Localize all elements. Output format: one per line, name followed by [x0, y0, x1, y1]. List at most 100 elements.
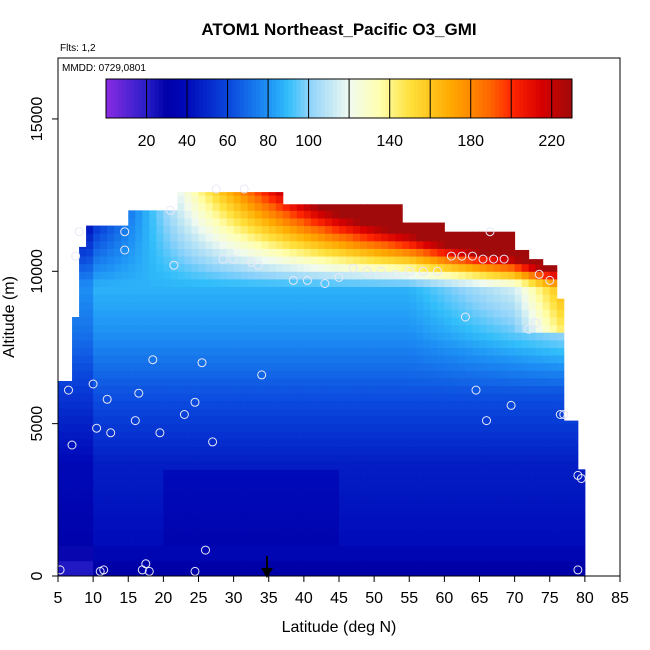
curtain-cell — [219, 286, 228, 295]
curtain-cell — [219, 507, 228, 516]
curtain-cell — [479, 309, 488, 318]
curtain-cell — [233, 545, 242, 554]
curtain-cell — [451, 515, 459, 524]
curtain-cell — [198, 278, 207, 288]
curtain-cell — [296, 469, 305, 478]
curtain-cell — [451, 263, 459, 272]
curtain-cell — [556, 298, 565, 303]
curtain-cell — [128, 332, 136, 341]
curtain-cell — [289, 408, 298, 417]
curtain-cell — [212, 192, 221, 196]
curtain-cell — [240, 286, 249, 295]
curtain-cell — [135, 324, 143, 333]
curtain-cell — [317, 286, 326, 295]
curtain-cell — [58, 530, 66, 539]
curtain-cell — [437, 416, 445, 425]
curtain-cell — [353, 393, 361, 402]
curtain-cell — [367, 347, 375, 356]
curtain-cell — [177, 530, 185, 539]
curtain-cell — [177, 537, 185, 547]
curtain-cell — [317, 530, 326, 539]
curtain-cell — [177, 324, 185, 333]
curtain-cell — [93, 522, 101, 531]
curtain-cell — [310, 301, 319, 310]
observation-point — [239, 184, 249, 194]
curtain-cell — [402, 560, 410, 569]
curtain-cell — [521, 324, 530, 333]
curtain-cell — [254, 362, 263, 371]
curtain-cell — [72, 537, 80, 547]
curtain-cell — [135, 553, 143, 562]
curtain-cell — [247, 202, 256, 211]
curtain-cell — [430, 545, 438, 554]
curtain-cell — [507, 362, 516, 371]
curtain-cell — [423, 476, 431, 486]
curtain-cell — [282, 240, 291, 249]
curtain-cell — [353, 431, 361, 440]
curtain-cell — [184, 347, 192, 356]
curtain-cell — [367, 568, 375, 577]
colorbar-segment — [215, 79, 220, 118]
curtain-cell — [437, 522, 445, 531]
curtain-cell — [563, 469, 572, 478]
curtain-cell — [233, 423, 242, 432]
curtain-cell — [114, 522, 122, 531]
curtain-cell — [409, 222, 417, 227]
curtain-cell — [149, 438, 157, 447]
curtain-cell — [535, 355, 544, 364]
curtain-cell — [556, 362, 565, 371]
curtain-cell — [430, 423, 438, 432]
curtain-cell — [451, 507, 459, 516]
curtain-cell — [135, 507, 143, 516]
curtain-cell — [86, 530, 94, 539]
curtain-cell — [514, 256, 523, 265]
curtain-cell — [128, 309, 136, 318]
curtain-cell — [296, 301, 305, 310]
curtain-cell — [177, 317, 185, 326]
curtain-cell — [395, 225, 403, 234]
curtain-cell — [374, 507, 382, 516]
curtain-cell — [177, 248, 185, 257]
curtain-cell — [528, 393, 537, 402]
curtain-cell — [156, 271, 164, 280]
curtain-cell — [331, 377, 340, 387]
colorbar-segment — [130, 79, 135, 118]
curtain-cell — [360, 469, 368, 478]
curtain-cell — [303, 385, 312, 394]
curtain-cell — [107, 476, 115, 486]
curtain-cell — [219, 332, 228, 341]
curtain-cell — [226, 393, 235, 402]
curtain-cell — [184, 522, 192, 531]
curtain-cell — [142, 210, 150, 219]
curtain-cell — [549, 271, 558, 280]
curtain-cell — [423, 416, 431, 425]
curtain-cell — [395, 370, 403, 379]
curtain-cell — [289, 324, 298, 333]
curtain-cell — [275, 370, 284, 379]
curtain-cell — [549, 416, 558, 425]
curtain-cell — [458, 431, 466, 440]
curtain-cell — [367, 256, 375, 265]
curtain-cell — [472, 393, 480, 402]
curtain-cell — [212, 294, 221, 303]
curtain-cell — [395, 476, 403, 486]
curtain-cell — [212, 317, 221, 326]
curtain-cell — [156, 515, 164, 524]
curtain-cell — [142, 377, 150, 387]
curtain-cell — [93, 240, 101, 249]
curtain-cell — [353, 233, 361, 242]
x-tick-label: 70 — [506, 590, 524, 607]
curtain-cell — [493, 545, 502, 554]
curtain-cell — [254, 461, 263, 470]
curtain-cell — [114, 408, 122, 417]
curtain-cell — [107, 309, 115, 318]
curtain-cell — [507, 332, 516, 341]
curtain-cell — [261, 248, 270, 257]
curtain-cell — [247, 233, 256, 242]
colorbar-segment — [118, 79, 123, 118]
curtain-cell — [100, 400, 108, 409]
curtain-cell — [233, 469, 242, 478]
curtain-cell — [254, 195, 263, 204]
curtain-cell — [142, 499, 150, 508]
curtain-cell — [472, 431, 480, 440]
